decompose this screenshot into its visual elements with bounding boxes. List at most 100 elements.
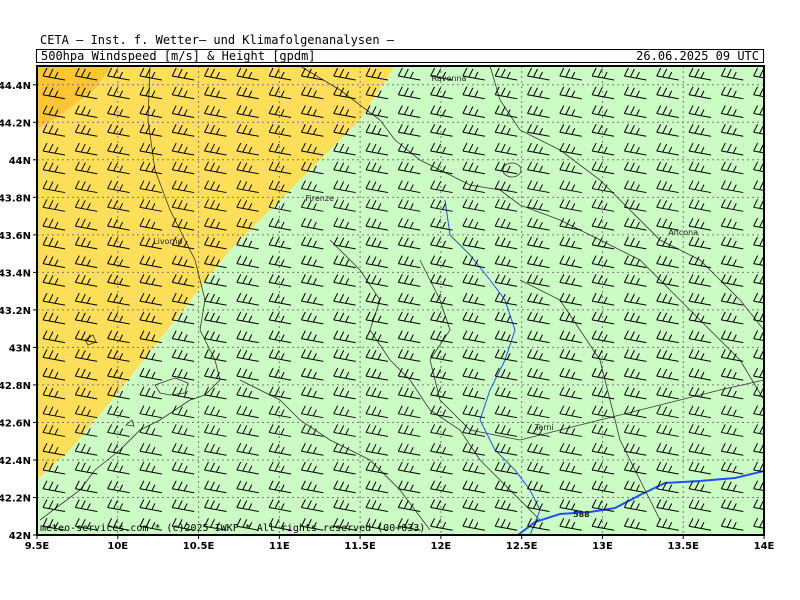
wind-barb: [430, 386, 453, 400]
wind-barb: [236, 217, 259, 231]
wind-barb: [236, 386, 259, 400]
wind-barb: [720, 461, 744, 475]
wind-barb: [462, 311, 485, 325]
wind-barb: [397, 480, 421, 494]
wind-barb: [462, 461, 485, 475]
wind-barb: [365, 480, 389, 494]
wind-barb: [333, 386, 356, 400]
wind-barb: [656, 386, 679, 400]
wind-barb: [494, 67, 518, 81]
wind-barb: [171, 180, 195, 194]
wind-barb: [559, 124, 582, 137]
wind-barb: [236, 67, 259, 81]
wind-barb: [462, 405, 485, 419]
wind-barb: [462, 180, 485, 194]
wind-barb: [786, 87, 800, 99]
wind-barb: [42, 161, 66, 175]
wind-barb: [591, 255, 615, 269]
wind-barb: [204, 442, 227, 456]
wind-barb: [527, 142, 550, 156]
wind-barb: [527, 499, 550, 512]
wind-barb: [268, 236, 292, 250]
x-tick-label: 12.5E: [506, 541, 538, 552]
wind-barb: [494, 199, 518, 212]
wind-barb: [139, 386, 162, 400]
wind-barb: [42, 274, 66, 287]
wind-barb: [559, 386, 582, 400]
wind-barb: [786, 162, 800, 174]
wind-barb: [623, 367, 647, 381]
wind-barb: [139, 499, 162, 512]
wind-barb: [139, 124, 162, 137]
wind-barb: [236, 161, 259, 175]
wind-barb: [74, 255, 98, 269]
wind-barb: [107, 330, 130, 344]
wind-barb: [623, 142, 647, 156]
wind-barb: [559, 461, 582, 475]
city-label: Ancona: [668, 228, 698, 237]
wind-barb: [107, 405, 130, 419]
wind-barb: [107, 124, 130, 137]
wind-barb: [462, 292, 485, 306]
wind-barb: [397, 199, 421, 212]
wind-barb: [74, 161, 98, 175]
wind-barb: [171, 480, 195, 494]
wind-barb: [333, 124, 356, 137]
wind-barb: [430, 349, 453, 362]
wind-barb: [527, 442, 550, 456]
wind-barb: [365, 274, 389, 287]
wind-barb: [786, 518, 800, 530]
wind-barb: [462, 499, 485, 512]
wind-barb: [236, 255, 259, 269]
wind-barb: [591, 86, 615, 100]
y-tick-label: 42.4N: [0, 456, 31, 467]
wind-barb: [397, 180, 421, 194]
wind-barb: [74, 330, 98, 344]
wind-barb: [462, 86, 485, 100]
wind-barb: [171, 499, 195, 512]
wind-barb: [107, 499, 130, 512]
wind-barb: [591, 180, 615, 194]
wind-barb: [753, 142, 764, 154]
wind-barb: [397, 292, 421, 306]
wind-barb: [204, 105, 227, 119]
wind-barb: [786, 406, 800, 418]
wind-barb: [527, 330, 550, 344]
wind-barb: [720, 217, 744, 231]
wind-barb: [74, 518, 98, 531]
wind-barb: [753, 367, 764, 379]
wind-barb: [430, 274, 453, 287]
wind-barb: [591, 161, 615, 175]
city-label: Livorno: [153, 237, 183, 246]
wind-barb: [623, 349, 647, 362]
wind-barb: [753, 311, 764, 323]
wind-barb: [494, 480, 518, 494]
wind-barb: [397, 311, 421, 325]
wind-barb: [688, 367, 712, 381]
wind-barb: [623, 461, 647, 475]
wind-barb: [140, 537, 162, 549]
wind-barb: [333, 442, 356, 456]
wind-barb: [171, 461, 195, 475]
wind-barb: [171, 199, 195, 212]
wind-barb: [107, 367, 130, 381]
wind-barb: [171, 255, 195, 269]
wind-barb: [300, 499, 324, 512]
wind-barb: [107, 349, 130, 362]
wind-barb: [139, 292, 162, 306]
wind-barb: [365, 105, 389, 119]
wind-barb: [42, 480, 66, 494]
wind-barb: [494, 367, 518, 381]
wind-barb: [753, 518, 764, 529]
wind-barb: [139, 67, 162, 81]
wind-barb: [74, 311, 98, 325]
wind-barb: [300, 199, 324, 212]
wind-barb: [268, 367, 292, 381]
wind-barb: [786, 293, 800, 305]
wind-barb: [171, 124, 195, 137]
wind-barb: [786, 499, 800, 511]
wind-barb: [74, 367, 98, 381]
wind-barb: [688, 349, 712, 362]
wind-barb: [623, 161, 647, 175]
